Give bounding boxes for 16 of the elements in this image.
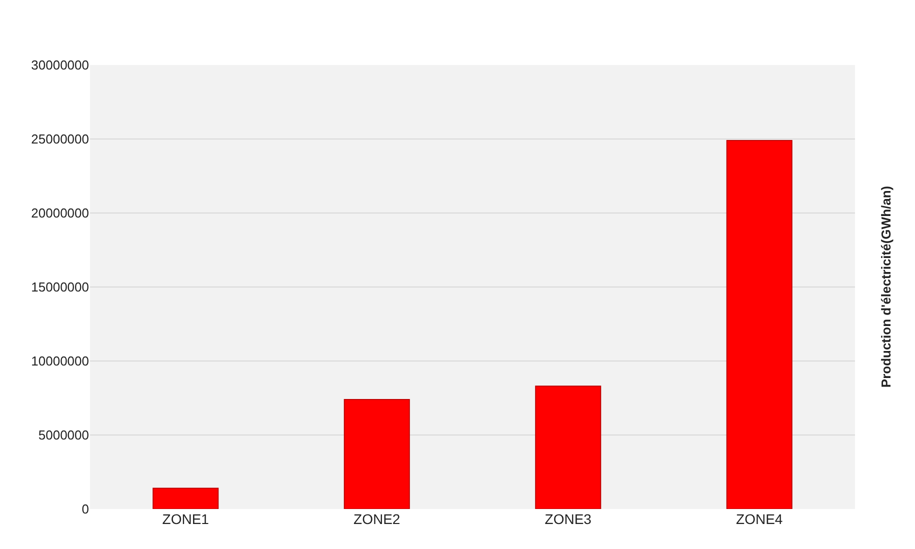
y-axis-title: Production d'électricité(GWh/an) [878, 186, 894, 388]
bar [726, 140, 792, 509]
bar [152, 488, 219, 509]
bar [535, 386, 602, 509]
y-tick-label: 30000000 [31, 58, 89, 73]
x-tick-label: ZONE3 [544, 511, 592, 527]
y-tick-label: 25000000 [31, 132, 89, 147]
x-tick-label: ZONE2 [354, 511, 400, 527]
y-tick-label: 15000000 [31, 280, 89, 295]
x-tick-label: ZONE1 [162, 511, 210, 527]
y-tick-label: 10000000 [31, 354, 89, 369]
y-tick-label: 20000000 [31, 206, 89, 221]
y-tick-label: 0 [82, 502, 89, 517]
y-tick-label: 5000000 [38, 428, 89, 443]
bar [344, 398, 410, 509]
x-tick-label: ZONE4 [736, 511, 783, 527]
